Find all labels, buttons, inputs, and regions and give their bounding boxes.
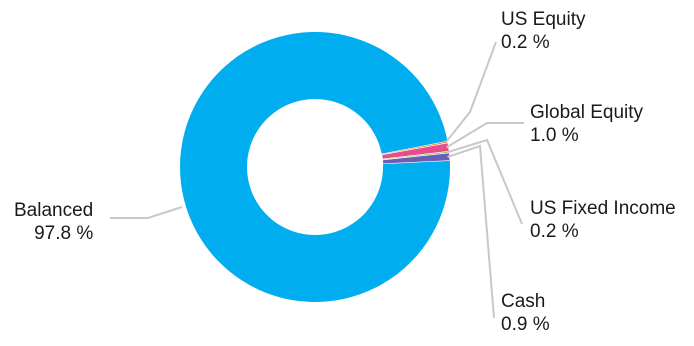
leader-us-fixed-income	[446, 138, 523, 225]
label-global-equity-name: Global Equity	[530, 102, 644, 123]
label-balanced-value: 97.8 %	[34, 223, 94, 244]
leader-global-equity	[446, 122, 524, 149]
label-balanced: Balanced 97.8 %	[14, 199, 93, 245]
leader-lines	[110, 41, 524, 319]
label-cash-value: 0.9 %	[501, 314, 550, 335]
label-us-fixed-income: US Fixed Income 0.2 %	[530, 197, 676, 243]
label-us-equity-name: US Equity	[501, 9, 586, 30]
donut-slices	[180, 32, 451, 302]
label-global-equity: Global Equity 1.0 %	[530, 101, 643, 147]
label-us-fixed-income-name: US Fixed Income	[530, 198, 676, 219]
label-us-equity-value: 0.2 %	[501, 32, 550, 53]
label-cash-name: Cash	[501, 291, 546, 312]
label-global-equity-value: 1.0 %	[530, 125, 579, 146]
leader-balanced	[110, 206, 183, 219]
slice-balanced	[180, 32, 450, 302]
leader-us-equity	[444, 41, 497, 144]
label-us-fixed-income-value: 0.2 %	[530, 221, 579, 242]
label-balanced-name: Balanced	[14, 200, 94, 221]
label-us-equity: US Equity 0.2 %	[501, 8, 585, 54]
leader-cash	[447, 144, 495, 319]
label-cash: Cash 0.9 %	[501, 290, 550, 336]
